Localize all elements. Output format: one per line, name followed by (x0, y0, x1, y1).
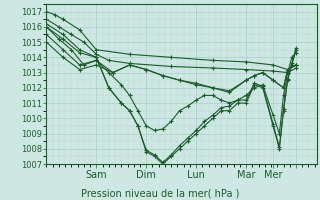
Text: Pression niveau de la mer( hPa ): Pression niveau de la mer( hPa ) (81, 188, 239, 198)
